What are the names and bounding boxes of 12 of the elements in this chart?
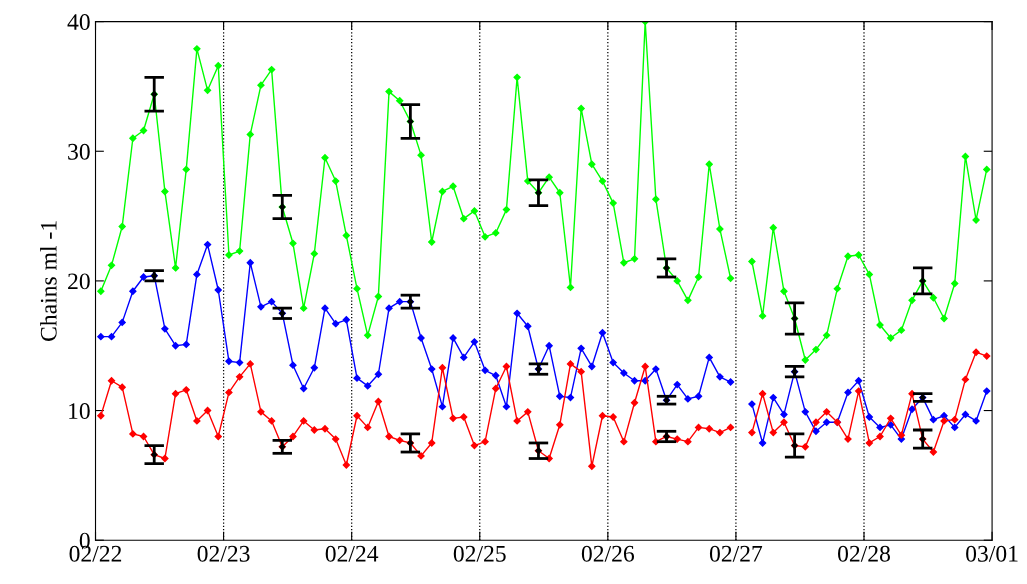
y-tick-label: 40 — [67, 14, 90, 31]
x-tick-label: 02/25 — [453, 545, 506, 562]
y-tick-label: 20 — [68, 273, 90, 290]
x-tick-label: 02/23 — [197, 545, 250, 562]
x-tick-label: 02/24 — [325, 545, 379, 562]
x-tick-label: 02/28 — [838, 545, 890, 562]
y-tick-label: 30 — [68, 143, 90, 160]
y-tick-label: 10 — [69, 403, 90, 419]
y-axis-title: Chains ml -1 — [40, 221, 57, 341]
x-tick-label: 02/27 — [709, 545, 763, 562]
x-tick-label: 03/01 — [966, 545, 1018, 562]
x-tick-label: 02/26 — [581, 545, 635, 562]
